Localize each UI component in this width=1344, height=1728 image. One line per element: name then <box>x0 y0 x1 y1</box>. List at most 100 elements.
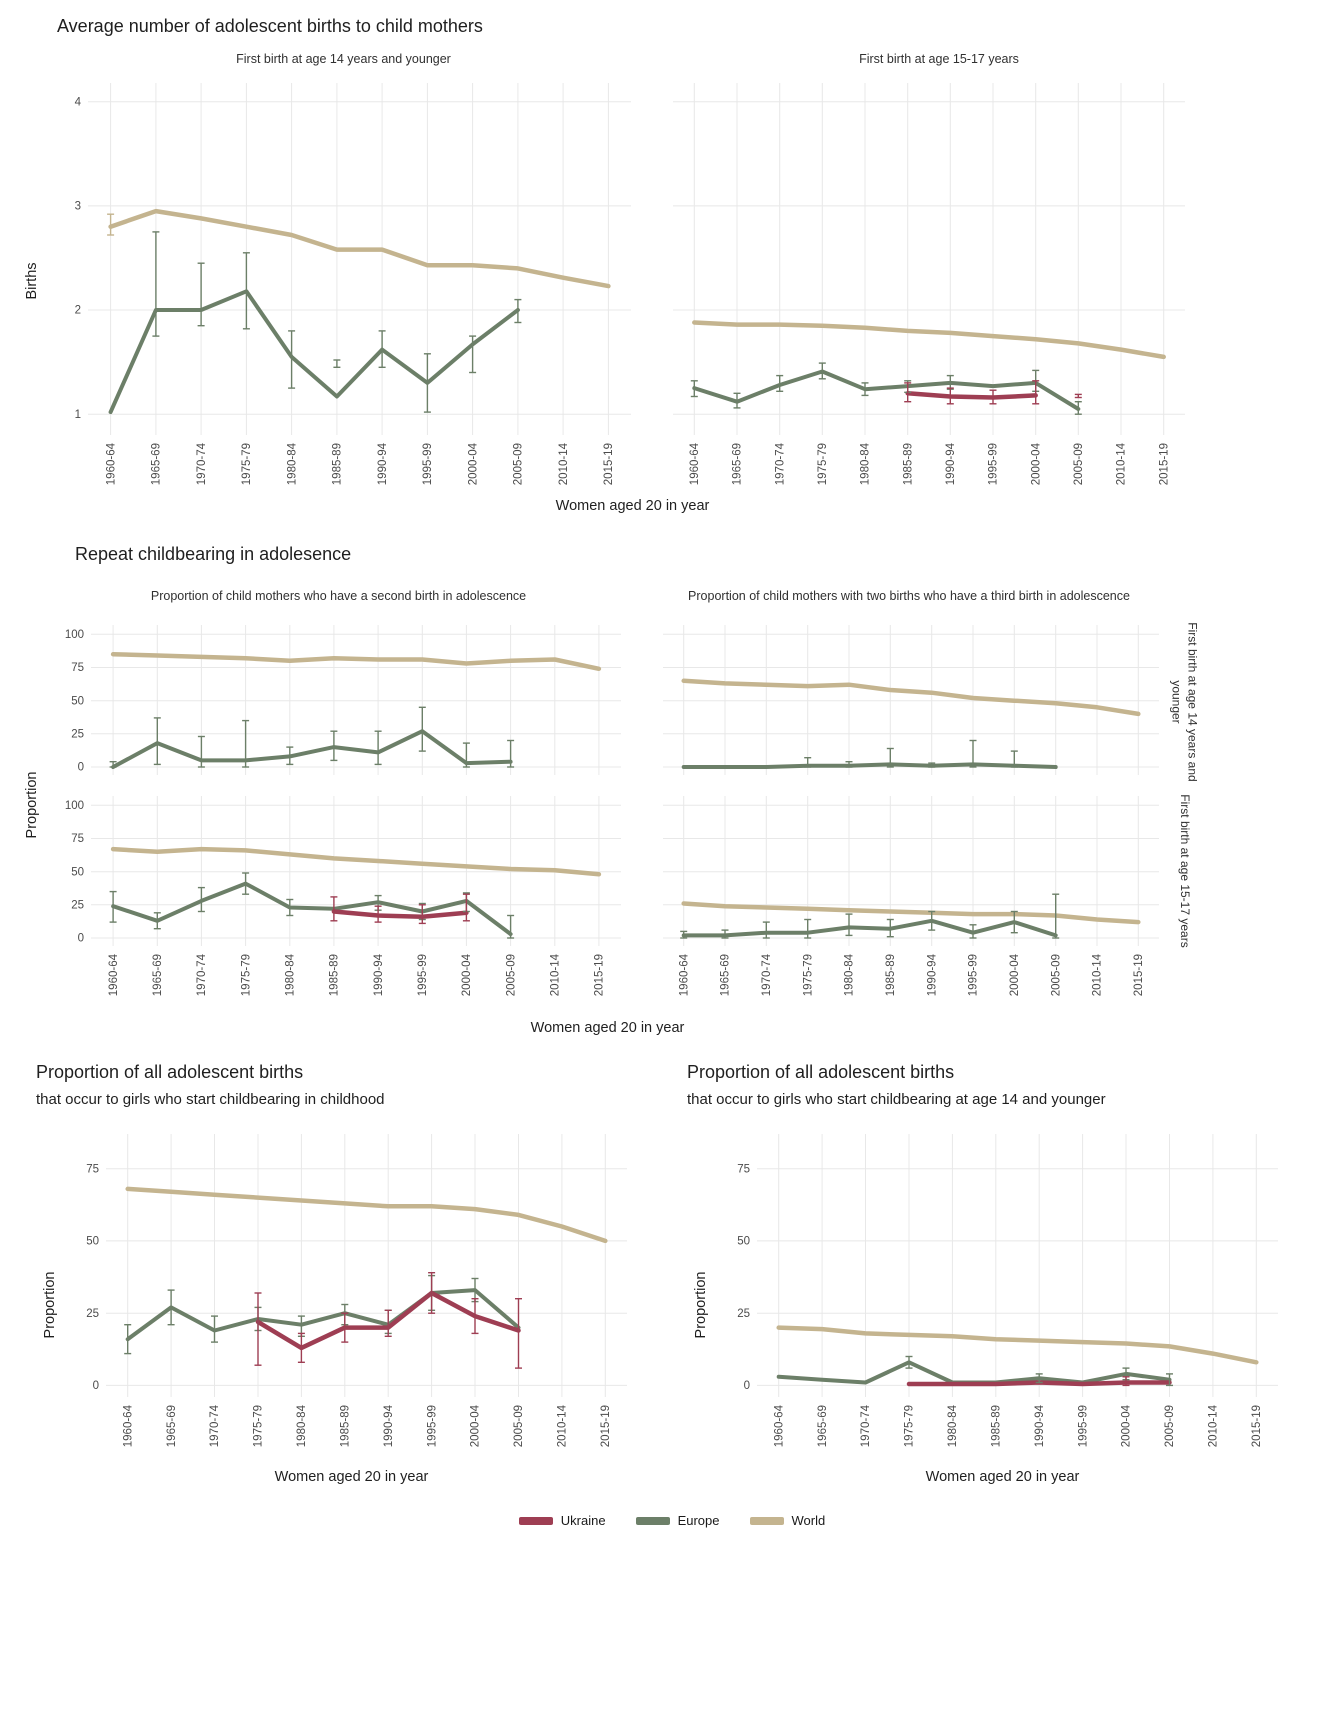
svg-text:2015-19: 2015-19 <box>1133 954 1145 996</box>
legend-swatch-world <box>749 1516 784 1525</box>
svg-text:1985-89: 1985-89 <box>902 443 914 485</box>
svg-text:1980-84: 1980-84 <box>286 442 298 485</box>
section-repeat-childbearing: Repeat childbearing in adolesence Propor… <box>0 514 1344 1036</box>
x-axis-label-age14: Women aged 20 in year <box>925 1469 1080 1485</box>
chart-second-birth-age1517: 0 25 50 75 100 1960-64 1965-69 1970-74 1975-79 19… <box>65 796 621 996</box>
svg-text:2010-14: 2010-14 <box>549 953 561 996</box>
chart-share-age14: 0 25 50 75 1960-64 1965-69 1970-74 1975-79 1980-… <box>737 1134 1278 1447</box>
svg-text:50: 50 <box>86 1236 99 1248</box>
svg-text:2000-04: 2000-04 <box>470 1404 482 1447</box>
svg-text:1995-99: 1995-99 <box>426 1405 438 1447</box>
svg-text:1965-69: 1965-69 <box>151 443 163 485</box>
svg-text:75: 75 <box>71 662 84 674</box>
svg-text:1985-89: 1985-89 <box>885 954 897 996</box>
svg-text:0: 0 <box>744 1380 750 1392</box>
section-average-births: Average number of adolescent births to c… <box>0 0 1344 514</box>
svg-text:1960-64: 1960-64 <box>122 1404 134 1447</box>
svg-text:0: 0 <box>93 1380 99 1392</box>
x-axis-label-s2: Women aged 20 in year <box>530 1020 685 1036</box>
chart-births-age1517: 1960-64 1965-69 1970-74 1975-79 1980-84 1985-… <box>673 83 1185 485</box>
svg-text:2010-14: 2010-14 <box>1092 953 1104 996</box>
svg-text:2000-04: 2000-04 <box>461 953 473 996</box>
svg-text:1990-94: 1990-94 <box>373 953 385 996</box>
svg-text:1985-89: 1985-89 <box>339 1405 351 1447</box>
y-axis-label-column: Births <box>18 47 46 514</box>
svg-text:1960-64: 1960-64 <box>678 953 690 996</box>
panel-title-age14: First birth at age 14 years and younger <box>236 52 451 66</box>
facet-col-title-second-birth: Proportion of child mothers who have a s… <box>150 588 527 603</box>
svg-text:2010-14: 2010-14 <box>557 1404 569 1447</box>
svg-text:0: 0 <box>78 762 84 774</box>
svg-text:1980-84: 1980-84 <box>947 1404 959 1447</box>
svg-text:25: 25 <box>86 1308 99 1320</box>
facet-strip-column: First birth at age 14 years and younger … <box>1169 573 1200 1036</box>
svg-text:1975-79: 1975-79 <box>240 954 252 996</box>
svg-text:1995-99: 1995-99 <box>422 443 434 485</box>
legend: Ukraine Europe World <box>0 1513 1344 1528</box>
svg-text:1970-74: 1970-74 <box>196 442 208 485</box>
panel-title-age1517: First birth at age 15-17 years <box>859 52 1019 66</box>
svg-text:50: 50 <box>71 866 84 878</box>
svg-text:1965-69: 1965-69 <box>732 443 744 485</box>
section-proportions: Proportion of all adolescent births that… <box>0 1036 1344 1485</box>
svg-text:2005-09: 2005-09 <box>513 1405 525 1447</box>
chart-third-birth-age1517: 1960-64 1965-69 1970-74 1975-79 1980-84 1985-… <box>663 796 1159 996</box>
y-axis-label-column: Proportion <box>36 1124 64 1485</box>
section2-title: Repeat childbearing in adolesence <box>75 544 352 564</box>
svg-text:1965-69: 1965-69 <box>817 1405 829 1447</box>
svg-text:25: 25 <box>71 899 84 911</box>
svg-text:1980-84: 1980-84 <box>844 953 856 996</box>
y-axis-label-births: Births <box>24 261 40 300</box>
x-axis-label-childhood: Women aged 20 in year <box>274 1469 429 1485</box>
svg-text:1995-99: 1995-99 <box>988 443 1000 485</box>
svg-text:75: 75 <box>71 833 84 845</box>
svg-text:1965-69: 1965-69 <box>166 1405 178 1447</box>
chart-subtitle-childhood: that occur to girls who start childbeari… <box>36 1091 385 1108</box>
figure-root: Average number of adolescent births to c… <box>0 0 1344 1528</box>
svg-text:1995-99: 1995-99 <box>417 954 429 996</box>
legend-swatch-europe <box>635 1516 670 1525</box>
svg-text:1990-94: 1990-94 <box>1034 1404 1046 1447</box>
chart-title-age14: Proportion of all adolescent births <box>687 1062 955 1082</box>
facet-strip-age14: First birth at age 14 years and younger <box>1170 621 1200 782</box>
facet-col-title-third-birth: Proportion of child mothers with two bir… <box>688 588 1130 603</box>
svg-text:1980-84: 1980-84 <box>284 953 296 996</box>
y-axis-label-column: Proportion <box>18 573 46 1036</box>
svg-text:25: 25 <box>71 728 84 740</box>
svg-text:1960-64: 1960-64 <box>773 1404 785 1447</box>
svg-text:1975-79: 1975-79 <box>253 1405 265 1447</box>
chart-subtitle-age14: that occur to girls who start childbeari… <box>687 1091 1106 1108</box>
svg-text:1995-99: 1995-99 <box>1077 1405 1089 1447</box>
svg-text:2000-04: 2000-04 <box>1009 953 1021 996</box>
legend-label-ukraine: Ukraine <box>560 1513 606 1528</box>
legend-item-europe: Europe <box>635 1513 720 1528</box>
facet-strip-age1517: First birth at age 15-17 years <box>1177 794 1192 948</box>
svg-text:2010-14: 2010-14 <box>558 442 570 485</box>
svg-text:1: 1 <box>75 409 81 421</box>
svg-text:1975-79: 1975-79 <box>241 443 253 485</box>
chart-share-childhood: 0 25 50 75 1960-64 1965-69 1970-74 1975-79 1980-… <box>86 1134 627 1447</box>
svg-text:1975-79: 1975-79 <box>802 954 814 996</box>
svg-text:50: 50 <box>71 695 84 707</box>
svg-text:1970-74: 1970-74 <box>209 1404 221 1447</box>
svg-text:1990-94: 1990-94 <box>926 953 938 996</box>
svg-text:3: 3 <box>75 201 81 213</box>
svg-text:2005-09: 2005-09 <box>505 954 517 996</box>
svg-text:1990-94: 1990-94 <box>945 442 957 485</box>
section1-title: Average number of adolescent births to c… <box>57 16 483 36</box>
svg-text:1970-74: 1970-74 <box>761 953 773 996</box>
y-axis-label-column: Proportion <box>687 1124 715 1485</box>
svg-text:2010-14: 2010-14 <box>1208 1404 1220 1447</box>
svg-text:2005-09: 2005-09 <box>1050 954 1062 996</box>
svg-text:50: 50 <box>737 1236 750 1248</box>
svg-text:1980-84: 1980-84 <box>860 442 872 485</box>
svg-text:1980-84: 1980-84 <box>296 1404 308 1447</box>
svg-text:1960-64: 1960-64 <box>108 953 120 996</box>
svg-text:1960-64: 1960-64 <box>105 442 117 485</box>
legend-swatch-ukraine <box>518 1516 553 1525</box>
svg-text:25: 25 <box>737 1308 750 1320</box>
svg-text:2005-09: 2005-09 <box>1164 1405 1176 1447</box>
svg-text:2000-04: 2000-04 <box>1121 1404 1133 1447</box>
svg-text:0: 0 <box>78 933 84 945</box>
y-axis-label-proportion: Proportion <box>42 1271 58 1338</box>
